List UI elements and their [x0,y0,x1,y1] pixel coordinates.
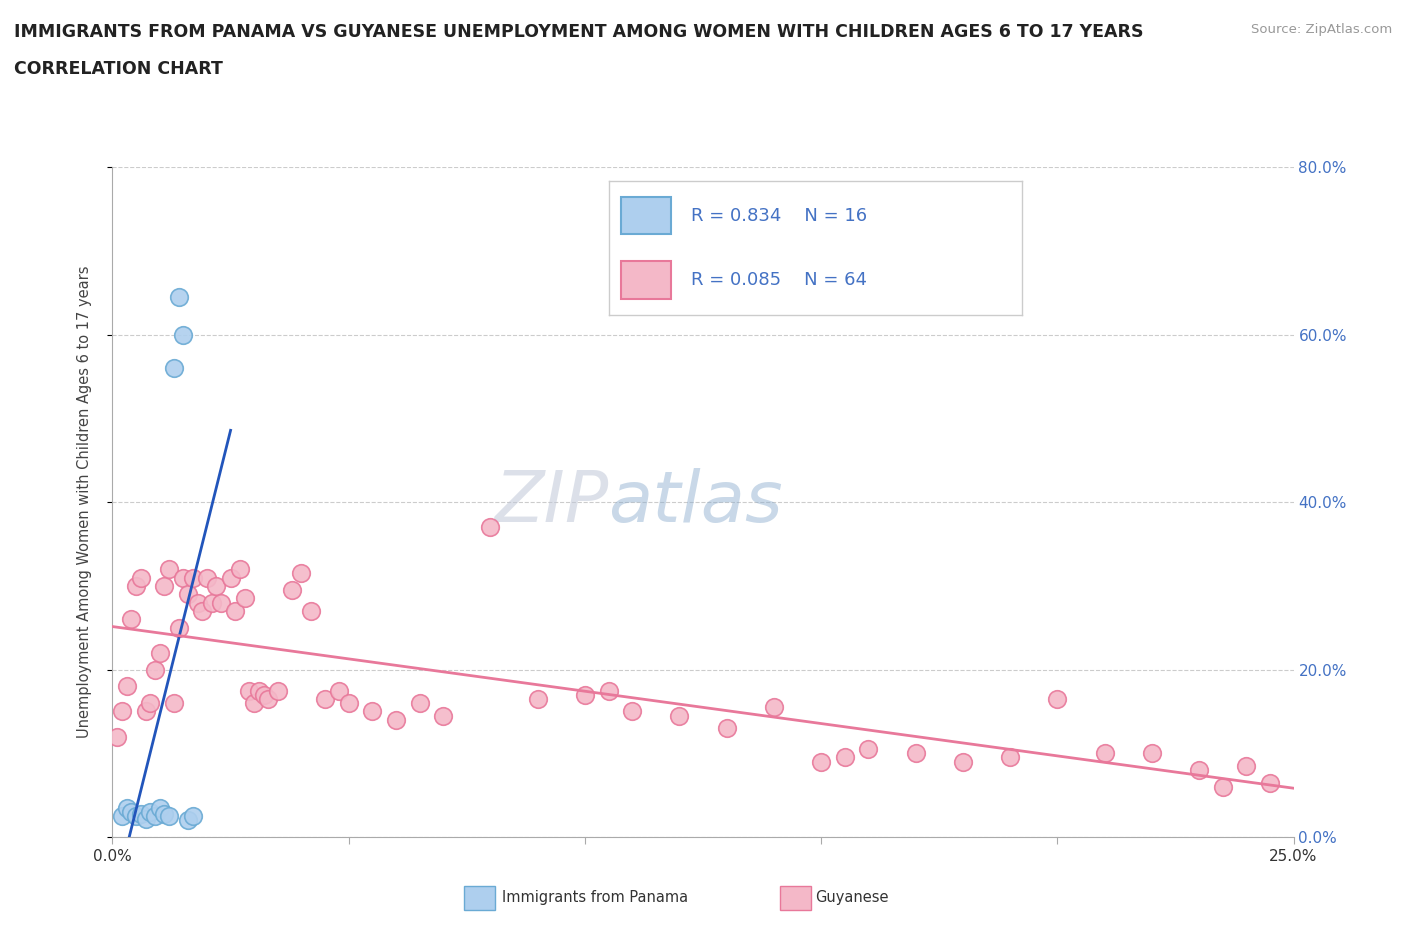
Point [181,570,204,585]
Point [172,570,194,585]
Point [1212,779,1234,794]
Point [209,595,232,610]
Point [998,750,1021,764]
Point [205,578,228,593]
Y-axis label: Unemployment Among Women with Children Ages 6 to 17 years: Unemployment Among Women with Children A… [77,266,91,738]
Point [201,595,224,610]
Point [1094,746,1116,761]
Point [281,582,304,598]
Point [115,679,138,694]
Point [716,721,738,736]
Point [177,813,200,828]
Point [135,811,157,826]
Point [105,729,128,744]
Point [143,809,166,824]
Point [574,687,596,702]
Point [299,604,322,618]
Point [111,704,134,719]
Point [153,578,176,593]
Point [479,520,502,535]
Point [314,692,336,707]
Point [219,570,242,585]
Point [432,709,454,724]
Point [129,570,152,585]
Point [125,578,148,593]
Point [668,709,690,724]
Point [247,684,270,698]
Point [1046,692,1069,707]
Point [408,696,430,711]
Point [149,800,172,815]
Text: Immigrants from Panama: Immigrants from Panama [502,890,688,905]
Point [337,696,360,711]
Point [328,684,350,698]
Point [139,804,162,819]
Point [1188,763,1211,777]
Point [1234,759,1257,774]
Point [120,612,142,627]
Point [143,662,166,677]
Point [186,595,208,610]
Point [167,290,190,305]
Point [229,562,252,577]
Point [257,692,280,707]
Text: CORRELATION CHART: CORRELATION CHART [14,60,224,78]
Text: Guyanese: Guyanese [815,890,889,905]
Point [385,712,408,727]
Point [172,327,194,342]
Point [834,750,856,764]
Point [621,704,644,719]
Point [290,565,312,580]
Point [195,570,218,585]
Point [1140,746,1163,761]
Point [267,684,290,698]
Text: IMMIGRANTS FROM PANAMA VS GUYANESE UNEMPLOYMENT AMONG WOMEN WITH CHILDREN AGES 6: IMMIGRANTS FROM PANAMA VS GUYANESE UNEMP… [14,23,1143,41]
Point [526,692,548,707]
Point [952,754,974,769]
Text: atlas: atlas [609,468,783,537]
Point [598,684,620,698]
Point [153,806,176,821]
Point [238,684,260,698]
Point [191,604,214,618]
Point [115,800,138,815]
Point [139,696,162,711]
Point [224,604,246,618]
Point [167,620,190,635]
Text: Source: ZipAtlas.com: Source: ZipAtlas.com [1251,23,1392,36]
Point [361,704,384,719]
Point [762,700,785,715]
Point [125,809,148,824]
Point [111,809,134,824]
Point [157,809,180,824]
Point [163,696,186,711]
Point [149,645,172,660]
Text: ZIP: ZIP [494,468,609,537]
Point [177,587,200,602]
Point [157,562,180,577]
Point [253,687,276,702]
Point [243,696,266,711]
Point [810,754,832,769]
Point [120,804,142,819]
Point [1258,776,1281,790]
Point [233,591,256,606]
Point [904,746,927,761]
Point [129,806,152,821]
Point [181,809,204,824]
Point [163,361,186,376]
Point [135,704,157,719]
Point [858,742,880,757]
